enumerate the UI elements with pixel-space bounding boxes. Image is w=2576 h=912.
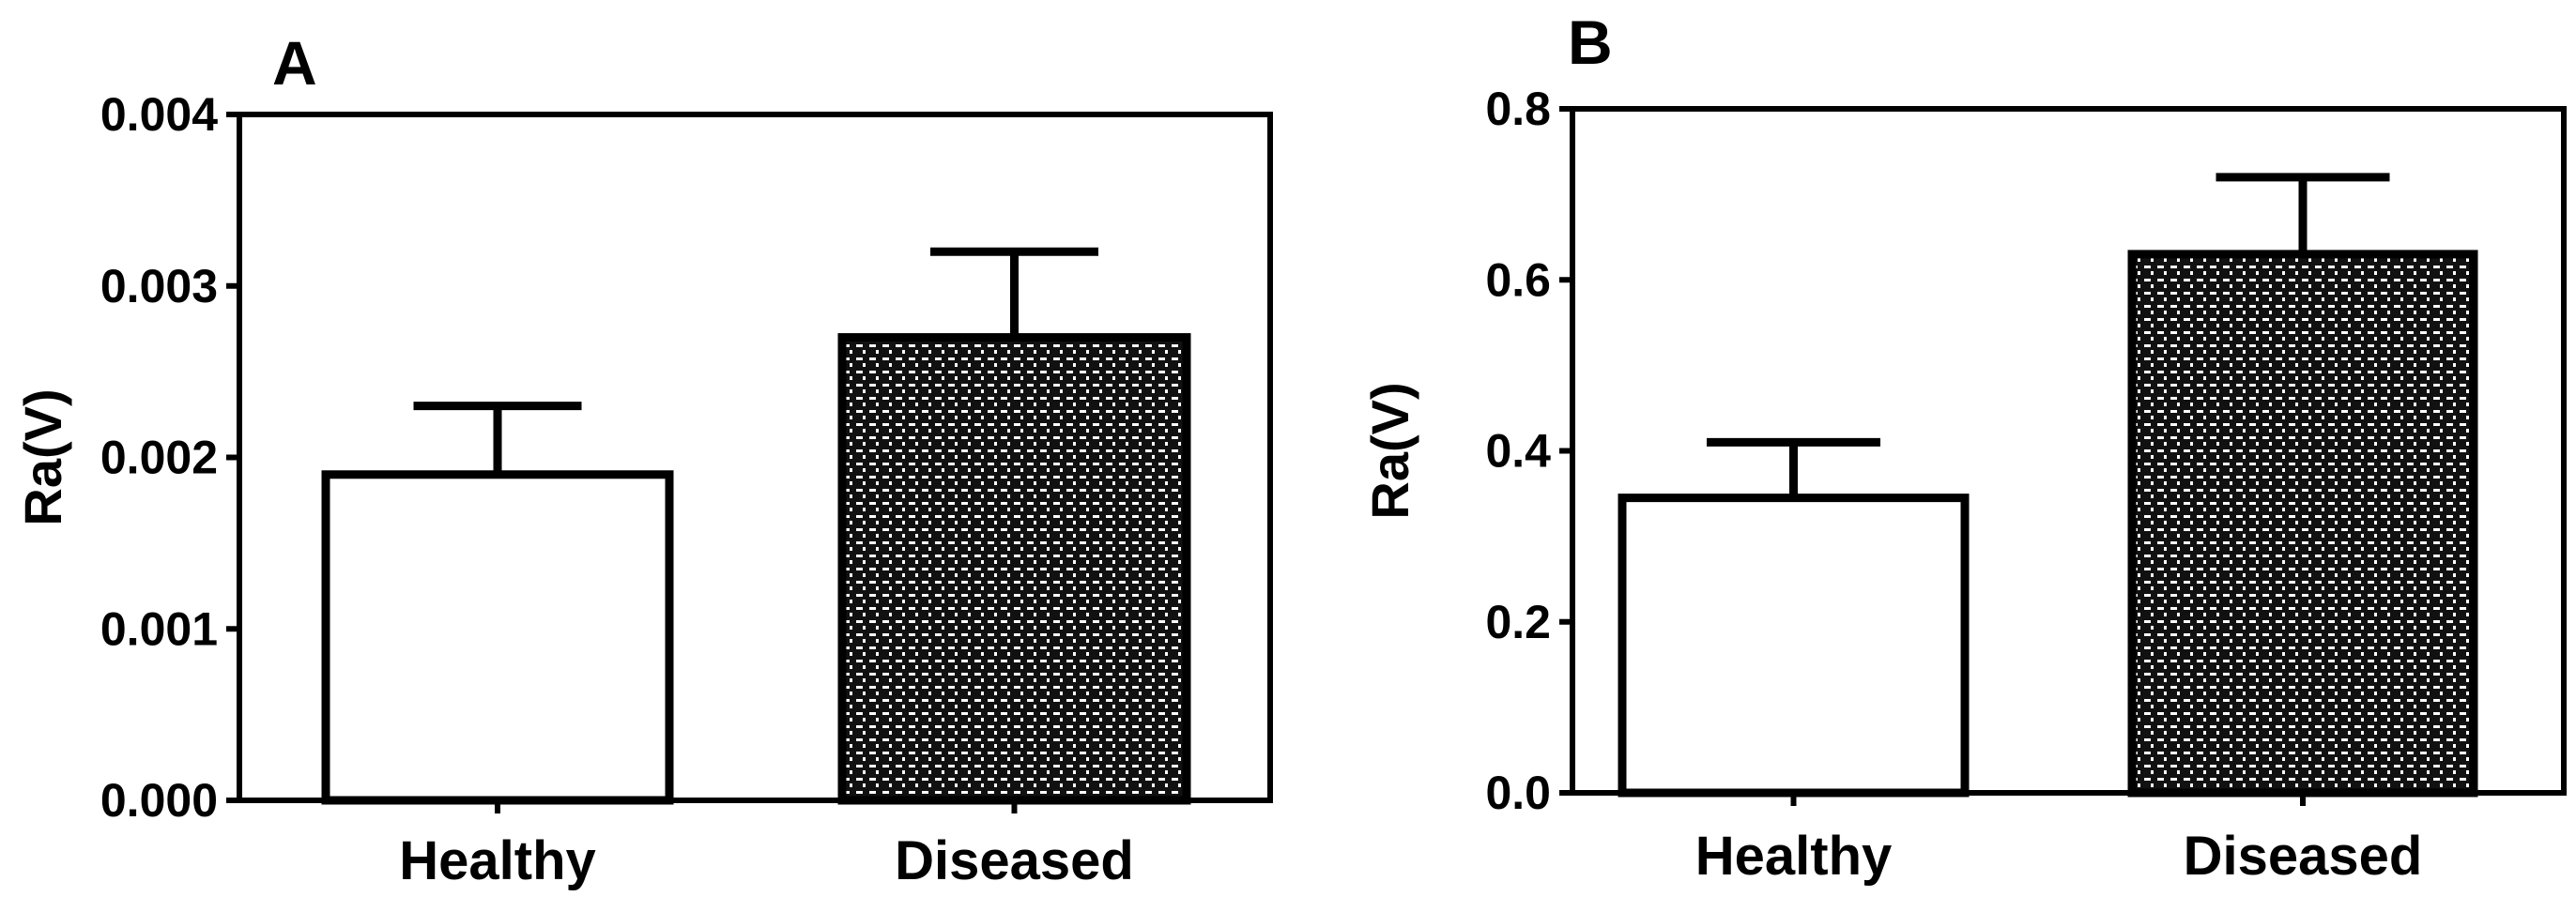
chart-panel-a: 0.000 0.001 0.002 0.003 0.004 Healthy Diseased… [13, 28, 1273, 891]
y-tick-label: 0.2 [1485, 596, 1551, 648]
bar-diseased [837, 333, 1191, 805]
bar-healthy [1618, 494, 1970, 798]
y-tick-label: 0.004 [100, 88, 218, 141]
y-axis-title: Ra(V) [1360, 382, 1419, 519]
y-axis-title: Ra(V) [13, 388, 72, 525]
y-tick-label: 0.0 [1485, 767, 1551, 819]
y-tick-label: 0.001 [100, 602, 218, 655]
x-category-label: Diseased [895, 830, 1134, 891]
y-tick-label: 0.6 [1485, 253, 1551, 306]
x-category-label: Healthy [1695, 826, 1893, 887]
x-category-label: Healthy [399, 830, 596, 891]
panel-label: A [272, 28, 317, 98]
y-tick-label: 0.003 [100, 260, 218, 312]
y-tick-label: 0.000 [100, 774, 218, 827]
bar-diseased [2127, 250, 2478, 798]
bar-healthy [321, 470, 674, 805]
panel-label: B [1568, 8, 1613, 77]
x-category-label: Diseased [2184, 826, 2423, 887]
y-tick-label: 0.002 [100, 432, 218, 484]
y-tick-label: 0.8 [1485, 83, 1551, 135]
chart-panel-b: 0.0 0.2 0.4 0.6 0.8 Healthy Diseased Ra(V) B [1360, 8, 2567, 887]
y-tick-label: 0.4 [1485, 425, 1551, 478]
